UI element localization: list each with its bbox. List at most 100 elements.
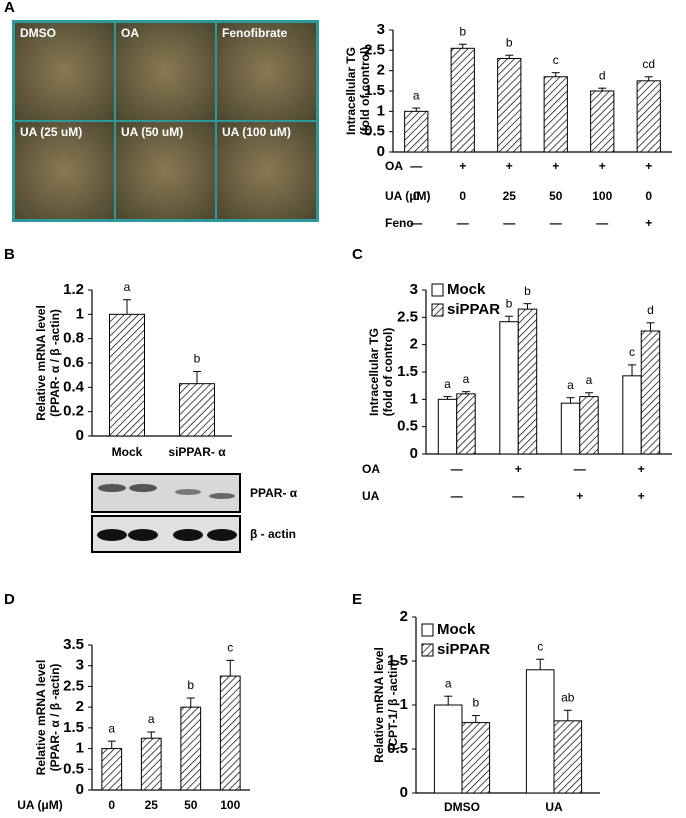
bar (433, 704, 463, 794)
x-tick-label: 100 (220, 798, 240, 812)
y-tick-label: 0.5 (364, 123, 385, 140)
y-tick-label: 0 (76, 781, 84, 798)
x-tick-label: 0 (108, 798, 115, 812)
condition-mark: + (506, 159, 513, 173)
bar (579, 396, 599, 455)
image-label: UA (100 uM) (222, 125, 291, 139)
y-tick-label: 1.5 (397, 363, 418, 380)
significance-letter: ab (561, 690, 575, 704)
y-axis-label-line: Intracellular TG (367, 328, 381, 416)
y-axis-label-line: Relative mRNA level (372, 647, 386, 763)
blot-label: PPAR- α (250, 486, 298, 500)
bar (140, 737, 162, 791)
y-tick-label: 1 (410, 390, 418, 407)
bar (636, 80, 661, 153)
y-axis-label-line: Intracellular TG (344, 47, 358, 135)
condition-mark: — (503, 216, 515, 230)
significance-letter: a (124, 280, 131, 294)
y-axis-label-line: (PPAR- α / β -actin) (48, 664, 62, 772)
bar (517, 308, 538, 455)
y-tick-label: 1.2 (63, 281, 84, 298)
significance-letter: b (506, 35, 513, 49)
significance-letter: a (108, 721, 115, 735)
significance-letter: a (463, 372, 470, 386)
condition-mark: — (451, 489, 463, 503)
x-tick-label: DMSO (444, 800, 480, 814)
y-tick-label: 0.8 (63, 330, 84, 347)
bar (109, 313, 145, 437)
micrograph (15, 122, 114, 219)
y-tick-label: 3 (377, 21, 385, 38)
y-axis-label: Intracellular TG (fold of control) (344, 47, 372, 136)
bar (101, 748, 123, 791)
bar (590, 90, 615, 153)
bar (497, 57, 522, 153)
y-axis-label-line: Relative mRNA level (34, 305, 48, 421)
image-label: UA (50 uM) (121, 125, 183, 139)
y-tick-label: 0 (377, 143, 385, 160)
image-label: UA (25 uM) (20, 125, 82, 139)
significance-letter: b (187, 678, 194, 692)
bar (499, 321, 519, 455)
significance-letter: a (567, 378, 574, 392)
y-tick-label: 0.5 (387, 740, 408, 757)
y-tick-label: 2 (410, 336, 418, 353)
condition-mark: + (599, 159, 606, 173)
condition-label: UA (μM) (385, 189, 431, 203)
y-tick-label: 0 (410, 445, 418, 462)
y-tick-label: 3.5 (63, 636, 84, 653)
condition-mark: + (645, 216, 652, 230)
condition-mark: — (596, 216, 608, 230)
y-tick-label: 0.6 (63, 354, 84, 371)
condition-mark: — (574, 462, 586, 476)
y-tick-label: 3 (76, 657, 84, 674)
condition-mark: + (552, 159, 559, 173)
y-axis-label-line: (CPT-1/ β -actin) (386, 659, 400, 750)
bar (180, 706, 202, 791)
legend-label: siPPAR (447, 301, 500, 318)
image-label: OA (121, 26, 139, 40)
y-tick-label: 2.5 (397, 308, 418, 325)
panel-letter: C (352, 246, 363, 263)
bar (404, 110, 429, 153)
condition-mark: — (512, 489, 524, 503)
bar (450, 47, 475, 153)
condition-mark: 25 (503, 189, 517, 203)
condition-mark: 50 (549, 189, 563, 203)
y-tick-label: 1 (400, 696, 408, 713)
significance-letter: b (459, 24, 466, 38)
y-axis-label: Relative mRNA level (PPAR- α / β -actin) (34, 660, 62, 776)
bar (560, 402, 581, 455)
condition-label: UA (362, 489, 380, 503)
legend-swatch (421, 623, 434, 637)
y-tick-label: 1.5 (364, 82, 385, 99)
condition-mark: 0 (645, 189, 652, 203)
y-tick-label: 1.5 (63, 719, 84, 736)
x-axis-label: UA (μM) (17, 798, 63, 812)
condition-mark: + (638, 462, 645, 476)
y-tick-label: 2.5 (364, 41, 385, 58)
condition-mark: + (576, 489, 583, 503)
y-tick-label: 3 (410, 281, 418, 298)
significance-letter: c (629, 345, 635, 359)
condition-mark: + (515, 462, 522, 476)
bar (179, 383, 215, 437)
condition-mark: — (410, 216, 422, 230)
bar (525, 669, 555, 794)
panel-letter: E (352, 591, 362, 608)
significance-letter: b (194, 352, 201, 366)
image-label: DMSO (20, 26, 56, 40)
panel-letter: B (4, 246, 15, 263)
significance-letter: d (647, 303, 654, 317)
condition-mark: 0 (459, 189, 466, 203)
significance-letter: c (553, 53, 559, 67)
legend-swatch (431, 303, 444, 317)
condition-mark: + (645, 159, 652, 173)
condition-mark: — (457, 216, 469, 230)
condition-mark: + (459, 159, 466, 173)
micrograph (15, 23, 114, 120)
y-tick-label: 0.4 (63, 378, 85, 395)
micrograph (116, 23, 215, 120)
